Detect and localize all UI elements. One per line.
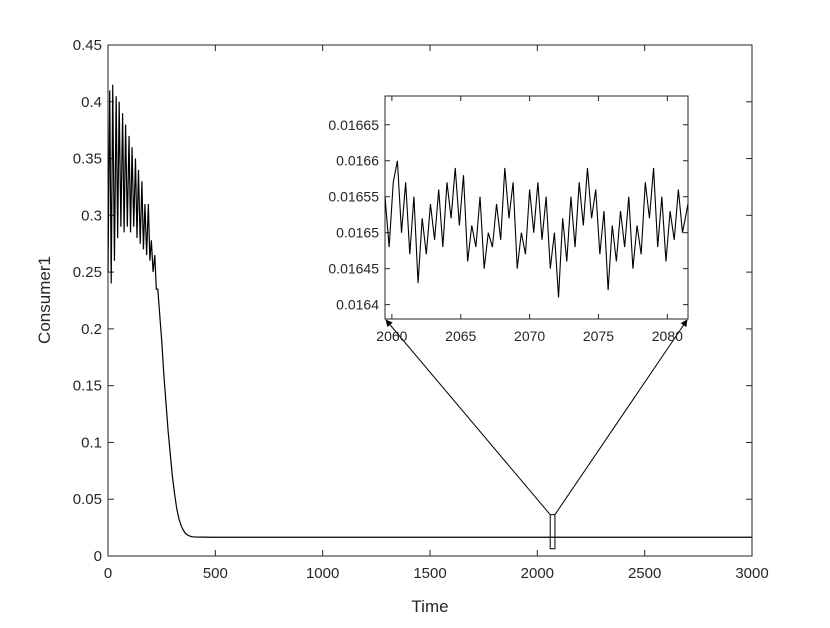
zoom-box <box>549 514 556 550</box>
inset-y-tick-label: 0.0166 <box>336 153 379 169</box>
y-tick-label: 0.1 <box>81 434 102 451</box>
inset-x-tick-label: 2080 <box>652 328 683 344</box>
x-axis-label: Time <box>411 597 448 616</box>
y-tick-label: 0.45 <box>73 37 102 54</box>
inset-y-tick-label: 0.01655 <box>328 189 379 205</box>
inset-x-tick-label: 2075 <box>583 328 614 344</box>
y-tick-label: 0.35 <box>73 151 102 168</box>
x-tick-label: 1500 <box>413 565 446 582</box>
x-tick-label: 0 <box>104 565 112 582</box>
main-y-ticks: 0 0.05 0.1 0.15 0.2 0.25 0.3 0.35 0.4 0.45 <box>73 37 752 565</box>
x-tick-label: 1000 <box>306 565 339 582</box>
y-tick-label: 0.25 <box>73 264 102 281</box>
inset-plot-area <box>384 95 689 320</box>
x-tick-label: 2000 <box>521 565 554 582</box>
inset-y-tick-label: 0.01665 <box>328 117 379 133</box>
zoom-arrow-left <box>385 319 551 515</box>
zoom-arrow-right <box>554 319 688 515</box>
inset-y-tick-label: 0.0165 <box>336 225 379 241</box>
x-tick-label: 3000 <box>735 565 768 582</box>
y-axis-label: Consumer1 <box>35 256 54 344</box>
x-tick-label: 2500 <box>628 565 661 582</box>
main-data-line <box>107 84 752 538</box>
inset-data-line <box>384 160 689 298</box>
inset-y-tick-label: 0.01645 <box>328 261 379 277</box>
inset-y-tick-label: 0.0164 <box>336 297 379 313</box>
inset-axes: 2060 2065 2070 2075 2080 0.0164 0.01645 0.0165… <box>328 95 689 344</box>
x-tick-label: 500 <box>203 565 228 582</box>
y-tick-label: 0.4 <box>81 94 102 111</box>
y-tick-label: 0 <box>94 548 102 565</box>
inset-x-tick-label: 2070 <box>514 328 545 344</box>
y-tick-label: 0.2 <box>81 321 102 338</box>
y-tick-label: 0.15 <box>73 378 102 395</box>
main-x-ticks: 0 500 1000 1500 2000 2500 3000 <box>104 45 769 582</box>
y-tick-label: 0.3 <box>81 207 102 224</box>
y-tick-label: 0.05 <box>73 491 102 508</box>
inset-x-tick-label: 2065 <box>445 328 476 344</box>
inset-x-tick-label: 2060 <box>376 328 407 344</box>
inset-x-ticks: 2060 2065 2070 2075 2080 <box>376 96 683 344</box>
inset-y-ticks: 0.0164 0.01645 0.0165 0.01655 0.0166 0.01665 <box>328 117 688 313</box>
